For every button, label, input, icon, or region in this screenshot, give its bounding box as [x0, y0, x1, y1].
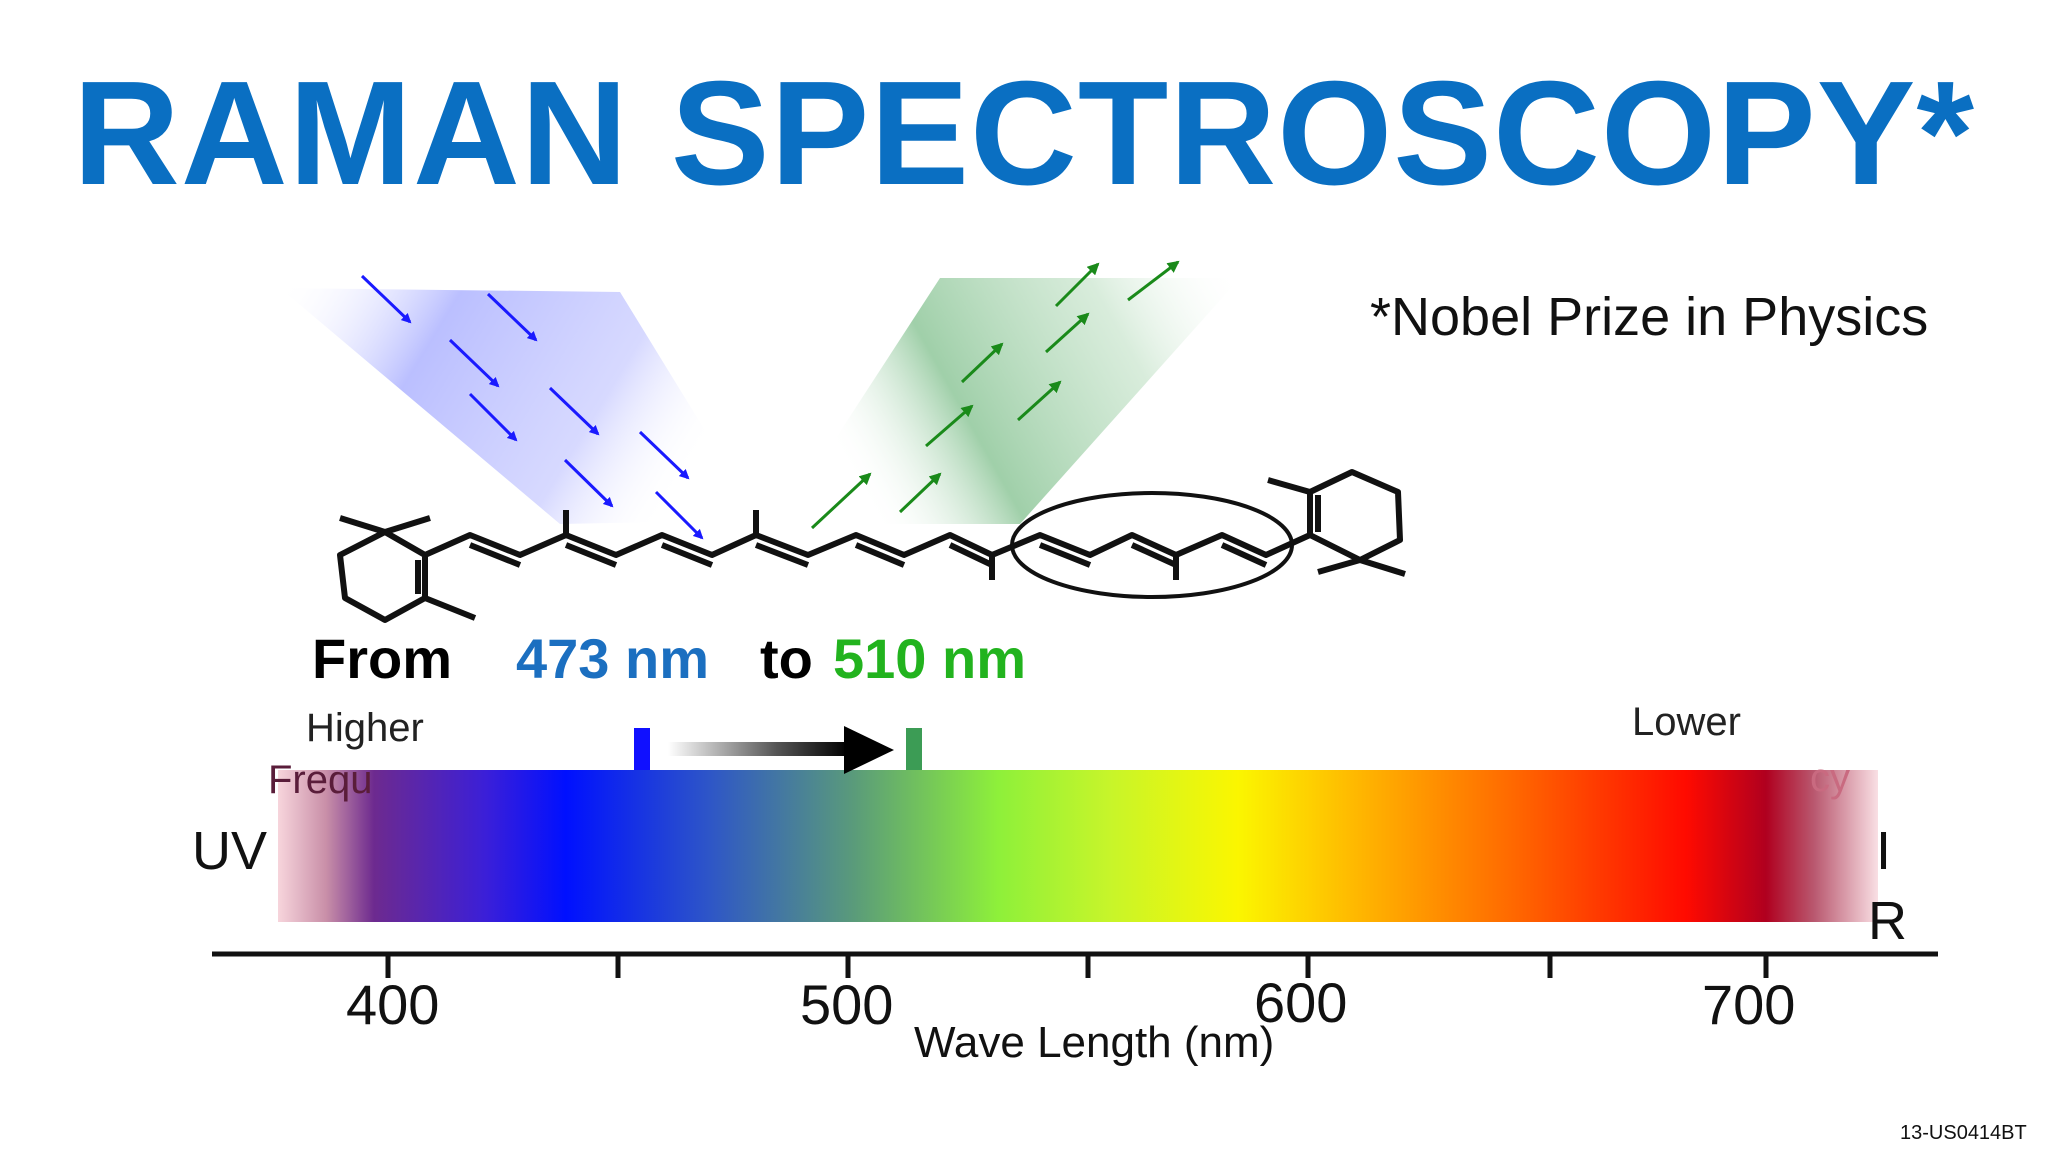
from-label: From: [312, 627, 452, 690]
marker-510nm: [906, 728, 922, 770]
incident-light-arrows: [360, 274, 704, 540]
document-code: 13-US0414BT: [1900, 1122, 2027, 1144]
tick-label-500: 500: [800, 973, 894, 1036]
scattered-wavelength: 510 nm: [833, 627, 1026, 690]
tick-label-700: 700: [1702, 973, 1796, 1036]
lower-label: Lower: [1632, 700, 1741, 744]
higher-frequency-label: Frequ: [268, 758, 373, 802]
wavelength-axis: [212, 951, 1938, 978]
scattered-beam: [780, 278, 1240, 524]
shift-arrow: [668, 726, 894, 774]
visible-spectrum-bar: [278, 770, 1878, 922]
scattered-light-arrows: [810, 260, 1180, 530]
uv-label: UV: [192, 821, 268, 881]
incident-wavelength: 473 nm: [516, 627, 709, 690]
ir-label-top: I: [1876, 821, 1892, 881]
nobel-footnote: *Nobel Prize in Physics: [1370, 287, 1929, 347]
lower-frequency-label: cy: [1810, 756, 1850, 800]
marker-473nm: [634, 728, 650, 770]
ir-label-bottom: R: [1868, 891, 1907, 951]
tick-label-400: 400: [346, 973, 440, 1036]
tick-label-600: 600: [1254, 971, 1348, 1034]
higher-label: Higher: [306, 706, 424, 750]
to-label: to: [760, 627, 813, 690]
axis-label: Wave Length (nm): [914, 1018, 1275, 1067]
molecule-structure: [337, 469, 1406, 623]
page-title: RAMAN SPECTROSCOPY*: [72, 51, 1976, 216]
highlight-ellipse: [1010, 491, 1294, 599]
incident-beam: [280, 288, 760, 524]
